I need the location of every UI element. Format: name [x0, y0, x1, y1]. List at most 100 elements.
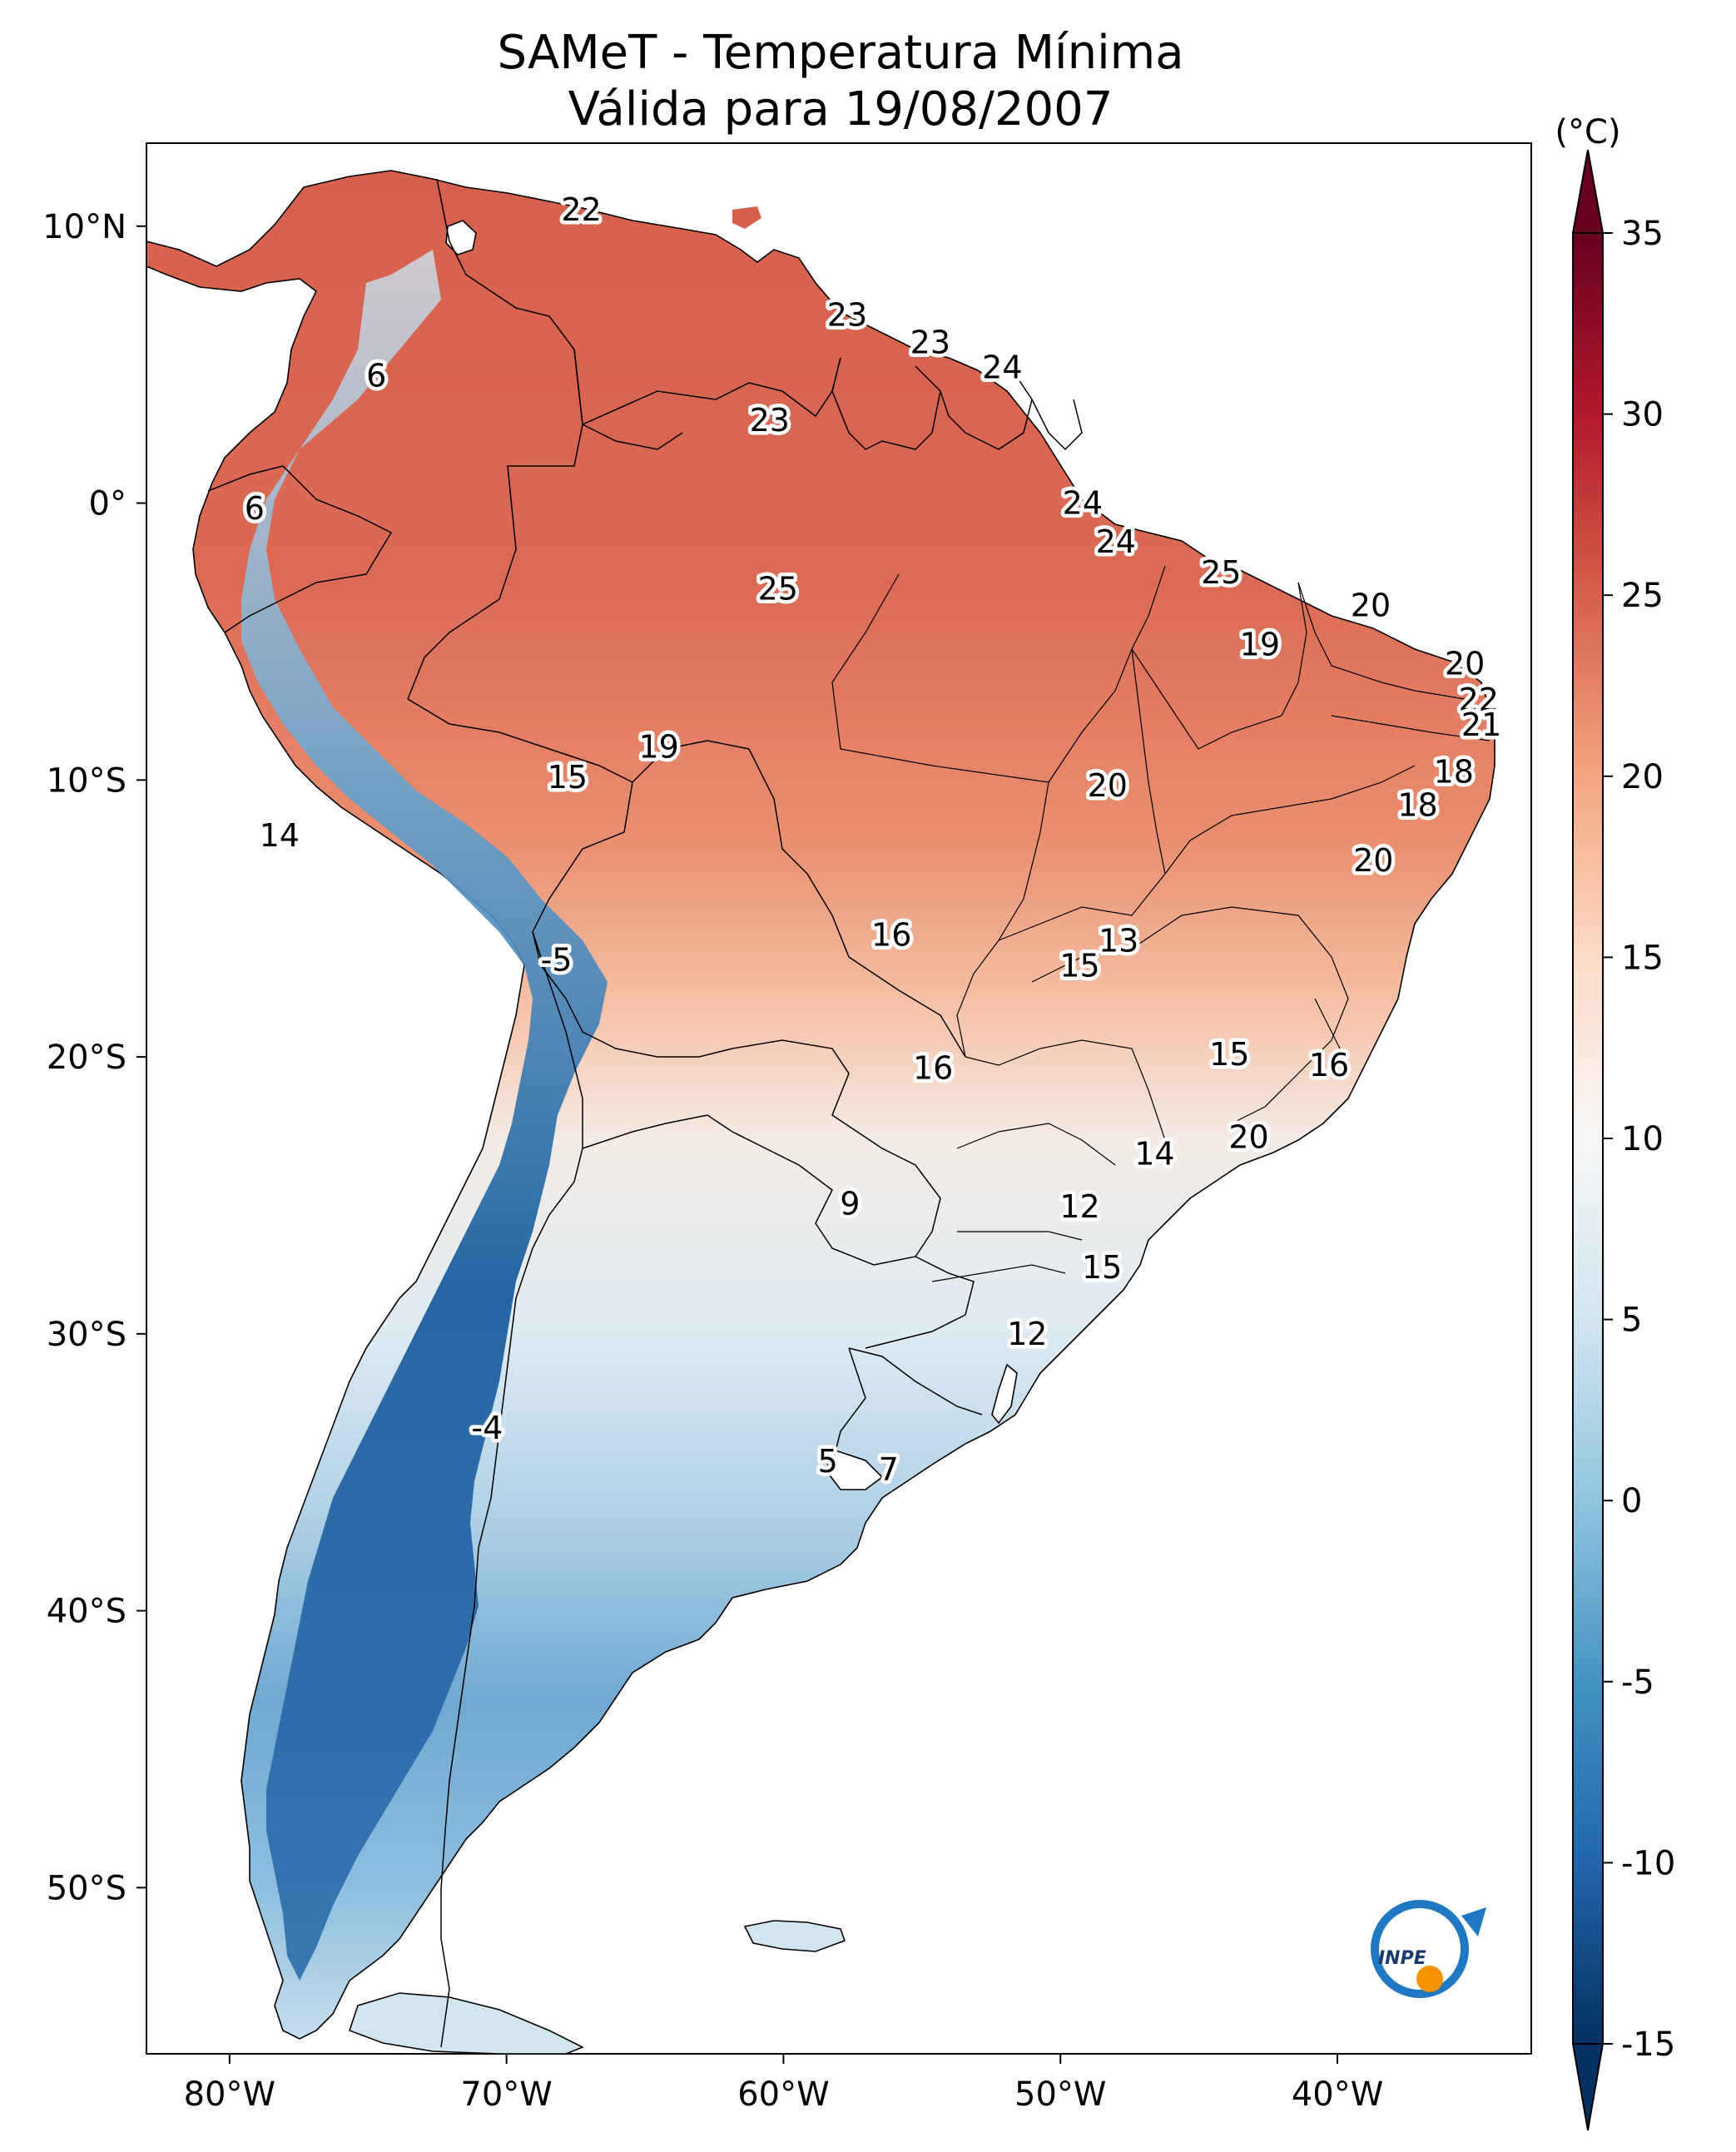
station-value-label: 13: [1099, 922, 1138, 959]
station-value-label: 14: [260, 817, 300, 854]
border-ma-pi: [1131, 565, 1307, 750]
border-argentina-paraguay-brazil: [865, 1256, 975, 1349]
station-value-label: 21: [1461, 707, 1501, 743]
page-title: SAMeT - Temperatura Mínima Válida para 1…: [0, 25, 1681, 138]
border-argentina-bolivia: [582, 1114, 708, 1149]
colorbar-tick-label: 25: [1621, 577, 1664, 615]
station-value-label: 19: [639, 728, 679, 765]
andes-highlands: [241, 250, 608, 1981]
lat-tick-label: 50°S: [47, 1869, 126, 1907]
inpe-logo-ring: [1371, 1900, 1469, 1998]
station-value-label: 16: [1309, 1047, 1349, 1083]
station-value-label: 18: [1397, 786, 1437, 823]
border-mg: [1031, 906, 1349, 1124]
border-guyana: [831, 357, 941, 450]
border-chile-argentina: [440, 1148, 583, 2048]
station-value-label: 24: [1063, 485, 1103, 522]
station-value-label: 20: [1088, 767, 1128, 804]
lat-tick-label: 0°: [89, 485, 126, 523]
station-value-label: 24: [1096, 523, 1136, 560]
station-value-label: 23: [750, 402, 790, 439]
border-uruguay-brazil: [848, 1347, 983, 1416]
lat-tick-label: 40°S: [47, 1593, 126, 1631]
border-bolivia-chile: [532, 931, 583, 1148]
colorbar: (°C) 35 30 25 20 15 10 5 0 -5 -10 -15: [1555, 113, 1675, 2131]
map-axes: 80°W 70°W 60°W 50°W 40°W 10°N 0° 10°S 20°S 30°S 4…: [42, 142, 1532, 2114]
title-line-2: Válida para 19/08/2007: [568, 82, 1114, 136]
colorbar-tick-label: -15: [1621, 2026, 1675, 2064]
border-am-pa: [831, 573, 900, 750]
station-value-label: 9: [840, 1185, 860, 1222]
lon-tick-label: 40°W: [1292, 2075, 1383, 2114]
falkland-islands: [743, 1920, 846, 1952]
colorbar-bottom-extension: [1571, 2043, 1605, 2131]
station-value-label: 15: [1059, 947, 1099, 984]
station-value-label: 20: [1445, 646, 1485, 682]
border-venezuela-brazil: [582, 357, 841, 425]
border-pr-sc: [957, 1231, 1083, 1241]
colorbar-tick-label: 5: [1621, 1302, 1642, 1340]
border-ce-rn: [1297, 582, 1466, 700]
border-peru-brazil: [407, 698, 750, 783]
lat-tick-label: 10°S: [47, 761, 126, 800]
station-value-label: 16: [913, 1049, 953, 1086]
colorbar-top-extension: [1571, 149, 1605, 234]
lake-maracaibo: [445, 220, 477, 255]
trinidad: [732, 206, 761, 229]
longitude-ticks: 80°W 70°W 60°W 50°W 40°W: [184, 2054, 1383, 2114]
border-guiana: [1031, 399, 1083, 451]
colorbar-tick-label: 30: [1621, 396, 1664, 434]
station-value-label: 12: [1059, 1188, 1099, 1225]
station-value-label: 25: [1201, 554, 1241, 591]
station-value-label: 15: [1209, 1036, 1249, 1073]
inpe-logo-dot: [1416, 1966, 1443, 1992]
border-pa-mt: [840, 748, 1049, 783]
lat-tick-label: 10°N: [42, 208, 126, 246]
border-colombia-brazil: [407, 349, 583, 700]
station-value-label: 19: [1240, 626, 1280, 662]
station-value-label: 20: [1351, 588, 1391, 624]
border-peru-bolivia: [532, 781, 658, 1058]
lon-tick-label: 80°W: [184, 2075, 275, 2114]
border-bolivia-paraguay: [657, 1039, 941, 1266]
station-value-label: 15: [548, 759, 588, 796]
lon-tick-label: 70°W: [460, 2075, 552, 2114]
state-borders: [831, 565, 1490, 1282]
station-value-label: 12: [1007, 1316, 1047, 1352]
rio-de-la-plata: [827, 1446, 884, 1490]
station-value-label: 20: [1228, 1119, 1268, 1156]
border-ms-sp: [965, 1039, 1166, 1141]
station-value-label: 23: [827, 296, 867, 333]
border-brazil-bolivia: [748, 748, 966, 1058]
station-value-label: 24: [982, 350, 1022, 386]
lat-tick-label: 20°S: [47, 1039, 126, 1077]
border-colombia-venezuela: [436, 178, 683, 450]
station-value-label: 5: [818, 1443, 838, 1480]
station-value-label: -4: [471, 1410, 503, 1446]
station-value-label: 23: [910, 325, 950, 361]
lon-tick-label: 50°W: [1014, 2075, 1106, 2114]
lagoa-dos-patos: [991, 1363, 1018, 1425]
border-to: [1048, 648, 1166, 875]
station-value-label: 6: [366, 358, 386, 394]
colorbar-tick-label: 10: [1621, 1120, 1664, 1158]
station-value-label: 6: [245, 490, 265, 527]
colorbar-tick-label: 0: [1621, 1482, 1642, 1520]
title-line-1: SAMeT - Temperatura Mínima: [497, 26, 1184, 80]
lon-tick-label: 60°W: [737, 2075, 829, 2114]
station-value-label: 15: [1082, 1249, 1122, 1286]
colorbar-tick-label: -5: [1621, 1664, 1654, 1702]
border-rj-es: [1314, 998, 1349, 1066]
colorbar-tick-label: 15: [1621, 939, 1664, 977]
colorbar-tick-label: 20: [1621, 758, 1664, 796]
border-ecuador: [207, 465, 393, 633]
border-sp-pr: [956, 1123, 1116, 1166]
colorbar-tick-label: -10: [1621, 1844, 1675, 1882]
lat-tick-label: 30°S: [47, 1316, 126, 1354]
colorbar-body: [1572, 232, 1604, 2045]
border-pe-pb: [1331, 715, 1490, 741]
station-value-label: 22: [1459, 682, 1499, 718]
border-sc-rs: [931, 1264, 1066, 1282]
station-value-label: 25: [758, 571, 798, 607]
